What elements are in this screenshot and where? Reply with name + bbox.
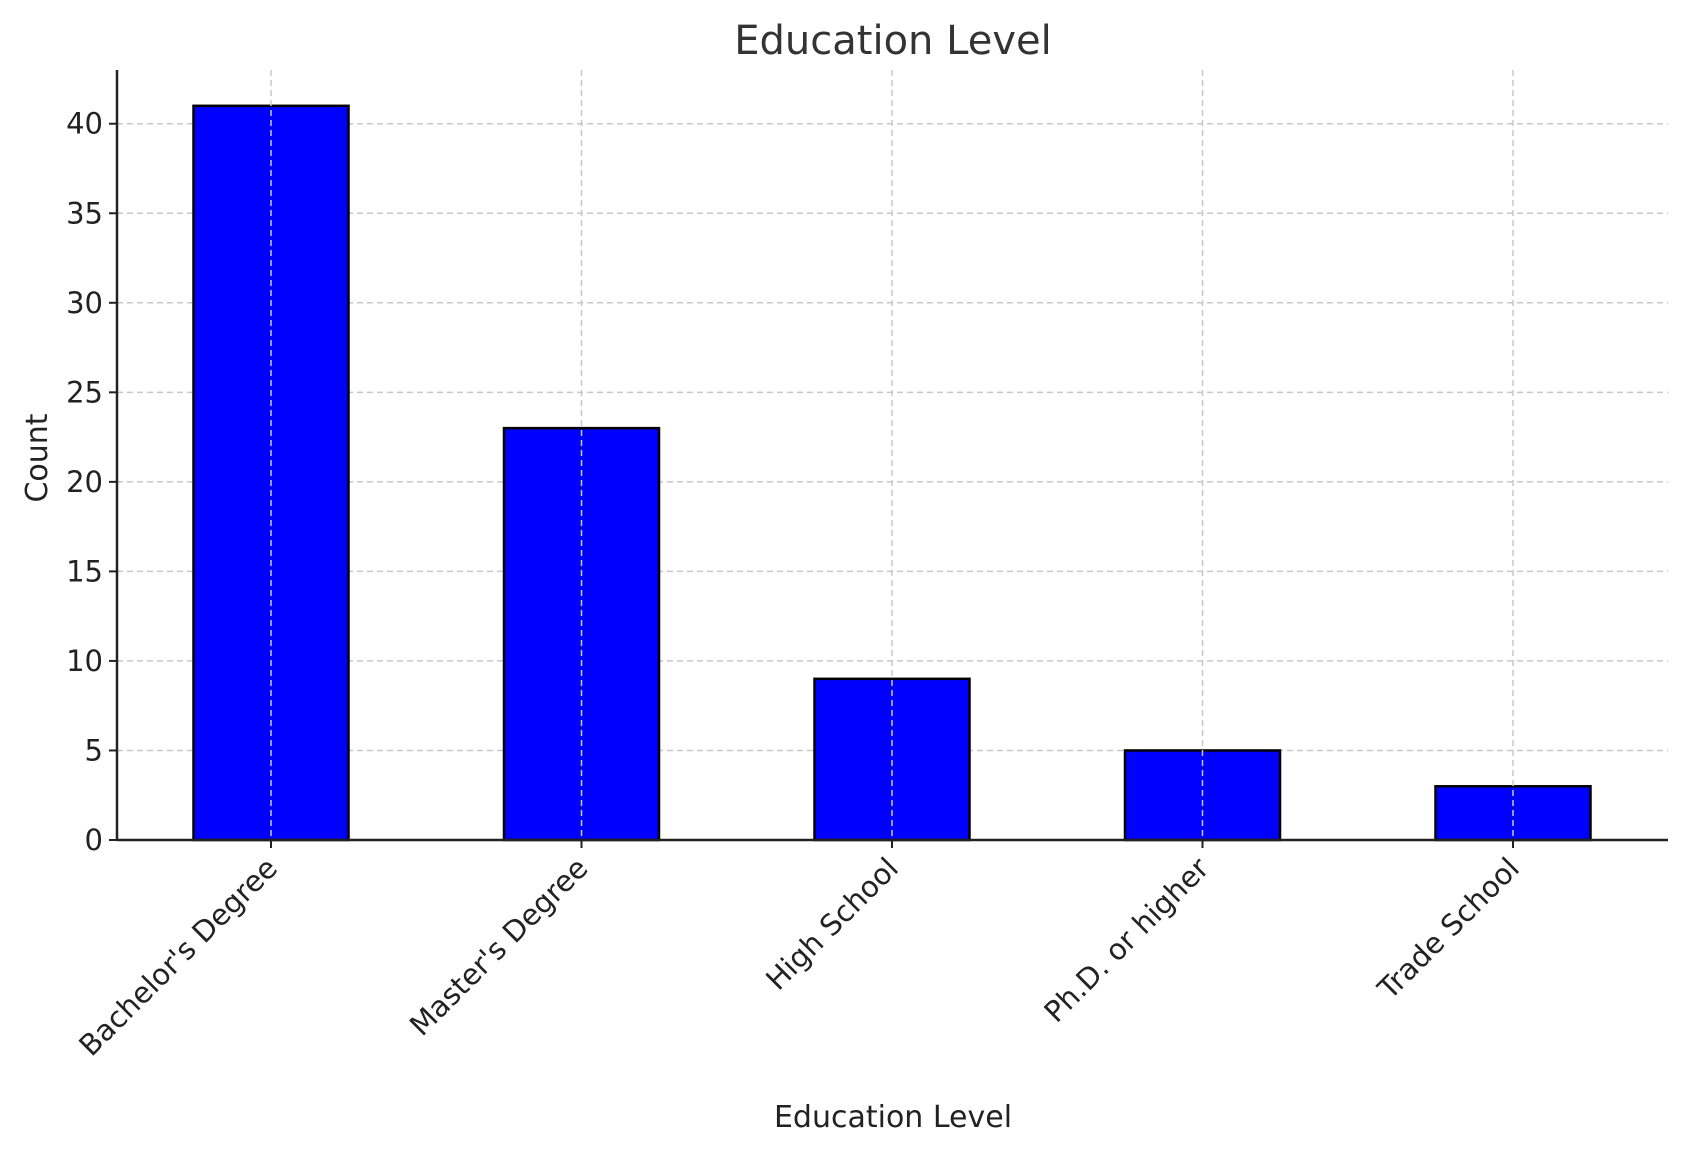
grid-overlay — [270, 70, 1514, 840]
x-tick-label: Master's Degree — [403, 851, 595, 1043]
y-tick-label: 35 — [66, 196, 103, 230]
chart-title: Education Level — [734, 18, 1051, 64]
y-axis-label: Count — [20, 413, 55, 502]
y-tick-label: 10 — [66, 644, 103, 678]
x-tick-label: Trade School — [1370, 851, 1525, 1006]
y-tick-label: 0 — [85, 823, 103, 857]
x-ticks: Bachelor's Degree Master's Degree High Sch… — [72, 840, 1526, 1063]
y-tick-label: 15 — [66, 554, 103, 588]
x-tick-label: High School — [759, 851, 905, 997]
y-tick-label: 40 — [66, 107, 103, 141]
x-tick-label: Ph.D. or higher — [1037, 851, 1215, 1029]
y-tick-label: 5 — [85, 733, 103, 767]
y-tick-label: 30 — [66, 286, 103, 320]
y-ticks: 0 5 10 15 20 25 30 35 40 — [66, 107, 117, 857]
x-axis-label: Education Level — [774, 1100, 1012, 1135]
x-tick-label: Bachelor's Degree — [72, 851, 284, 1063]
y-tick-label: 20 — [66, 465, 103, 499]
y-tick-label: 25 — [66, 375, 103, 409]
